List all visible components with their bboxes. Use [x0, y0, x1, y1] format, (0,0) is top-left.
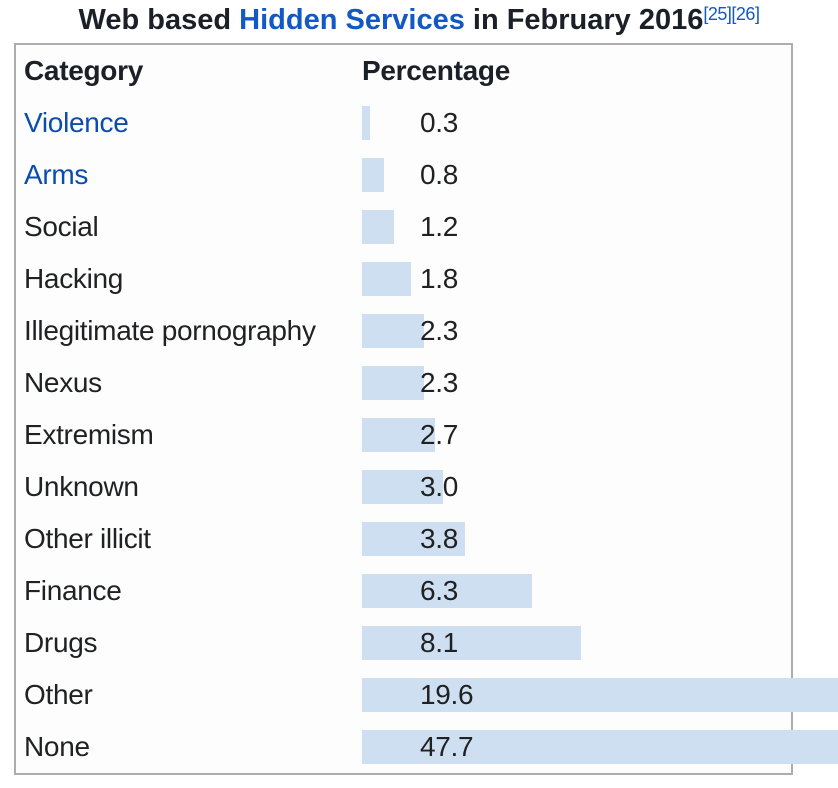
chart-title: Web based Hidden Services in February 20… [0, 0, 838, 43]
percentage-value: 3.0 [420, 471, 459, 502]
table-row: Extremism 2.7 [16, 409, 791, 461]
category-label: Drugs [24, 627, 98, 658]
percentage-value: 2.7 [420, 419, 459, 450]
table-row: None 47.7 [16, 721, 838, 773]
table-row: Unknown 3.0 [16, 461, 791, 513]
percentage-value: 1.8 [420, 263, 459, 294]
category-label: Hacking [24, 263, 124, 294]
percentage-value: 3.8 [420, 523, 459, 554]
percentage-value: 1.2 [420, 211, 459, 242]
table-row: Illegitimate pornography 2.3 [16, 305, 791, 357]
percentage-bar [362, 626, 581, 660]
reference-25-link[interactable]: [25] [703, 4, 732, 24]
percentage-value: 19.6 [420, 679, 474, 710]
category-label: Extremism [24, 419, 154, 450]
title-text-suffix: in February 2016 [464, 4, 704, 36]
percentage-value: 0.8 [420, 159, 459, 190]
table-row: Other 19.6 [16, 669, 838, 721]
table-row: Hacking 1.8 [16, 253, 791, 305]
table-row: Arms 0.8 [16, 149, 791, 201]
percentage-bar [362, 158, 384, 192]
category-label: Finance [24, 575, 122, 606]
percentage-bar [362, 210, 394, 244]
category-label: Illegitimate pornography [24, 315, 316, 346]
percentage-bar [362, 262, 411, 296]
category-label: None [24, 731, 90, 762]
percentage-bar [362, 106, 370, 140]
hidden-services-table: Category Percentage Violence 0.3 Arms 0.… [14, 43, 838, 775]
table-row: Other illicit 3.8 [16, 513, 791, 565]
category-column-header: Category [24, 55, 143, 86]
percentage-value: 2.3 [420, 367, 459, 398]
category-label: Social [24, 211, 99, 242]
percentage-value: 8.1 [420, 627, 459, 658]
title-text-prefix: Web based [78, 4, 240, 36]
category-link[interactable]: Arms [24, 159, 89, 190]
category-link[interactable]: Violence [24, 107, 129, 138]
percentage-bar [362, 314, 424, 348]
table-header-row: Category Percentage [16, 45, 791, 97]
percentage-value: 6.3 [420, 575, 459, 606]
category-label: Other [24, 679, 93, 710]
category-label: Unknown [24, 471, 139, 502]
percentage-bar [362, 522, 465, 556]
category-label: Other illicit [24, 523, 151, 554]
percentage-bar [362, 366, 424, 400]
percentage-bar [362, 418, 435, 452]
percentage-bar [362, 678, 838, 712]
percentage-value: 0.3 [420, 107, 459, 138]
percentage-bar [362, 470, 443, 504]
percentage-value: 47.7 [420, 731, 474, 762]
percentage-bar [362, 574, 532, 608]
category-label: Nexus [24, 367, 102, 398]
percentage-bar [362, 730, 838, 764]
table-row: Drugs 8.1 [16, 617, 791, 669]
percentage-value: 2.3 [420, 315, 459, 346]
table-row: Nexus 2.3 [16, 357, 791, 409]
percentage-column-header: Percentage [362, 55, 510, 86]
table-row: Violence 0.3 [16, 97, 791, 149]
reference-26-link[interactable]: [26] [731, 4, 760, 24]
table-row: Finance 6.3 [16, 565, 791, 617]
table-row: Social 1.2 [16, 201, 791, 253]
hidden-services-link[interactable]: Hidden Services [239, 4, 465, 36]
table-body: Violence 0.3 Arms 0.8 Social 1.2 Hacking… [16, 97, 838, 773]
